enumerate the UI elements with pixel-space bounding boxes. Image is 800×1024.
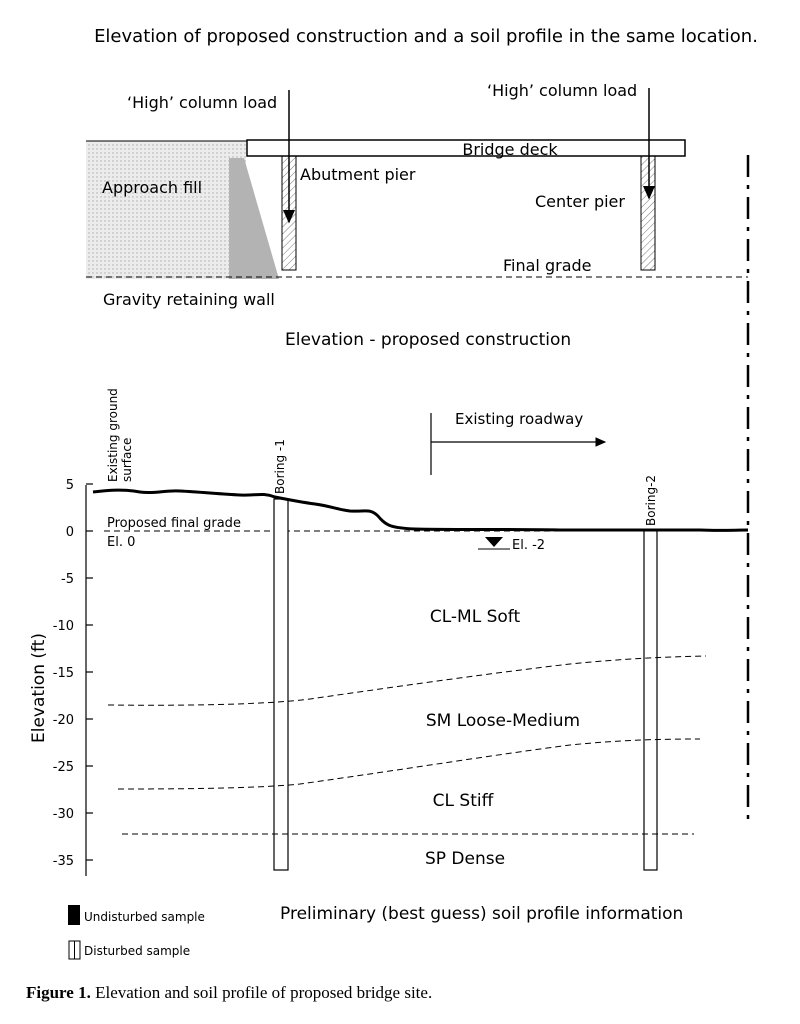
water-table-label: El. -2 xyxy=(512,538,545,553)
layer-label-cl: CL Stiff xyxy=(433,791,495,811)
el0-label: El. 0 xyxy=(107,535,135,550)
caption-text: Elevation and soil profile of proposed b… xyxy=(91,983,432,1002)
load-label-right: ‘High’ column load xyxy=(487,81,637,100)
layer-label-sm: SM Loose-Medium xyxy=(426,711,580,731)
legend: Undisturbed sample Disturbed sample xyxy=(68,905,205,960)
caption-label: Figure 1. xyxy=(26,983,91,1002)
abutment-pier-label: Abutment pier xyxy=(300,165,416,184)
y-tick-label: 0 xyxy=(66,525,74,540)
layer-label-sp: SP Dense xyxy=(425,849,505,869)
boring-1-label: Boring -1 xyxy=(273,439,287,494)
y-tick-label: -5 xyxy=(61,572,74,587)
final-grade-label: Final grade xyxy=(503,256,592,275)
y-axis-label: Elevation (ft) xyxy=(29,633,49,743)
y-tick-label: -15 xyxy=(53,666,74,681)
layer-boundary-1 xyxy=(107,655,707,706)
legend-disturbed-label: Disturbed sample xyxy=(84,944,190,958)
y-tick-label: -30 xyxy=(53,807,74,822)
gravity-retaining-wall xyxy=(229,158,279,279)
y-tick-label: -20 xyxy=(53,713,74,728)
approach-fill-label: Approach fill xyxy=(102,178,202,197)
y-ticks: 5 0 -5 -10 -15 -20 -25 -30 -35 xyxy=(53,478,93,869)
ground-surface-label-1: Existing ground xyxy=(106,388,120,482)
y-tick-label: 5 xyxy=(66,478,74,493)
existing-ground-surface xyxy=(92,488,749,532)
center-pier xyxy=(640,155,656,271)
soil-profile: 5 0 -5 -10 -15 -20 -25 -30 -35 Elevation (ft) Pr… xyxy=(29,388,749,924)
retaining-wall-label: Gravity retaining wall xyxy=(103,290,275,309)
figure-title: Elevation of proposed construction and a… xyxy=(94,26,758,47)
bridge-deck-label: Bridge deck xyxy=(462,140,558,159)
approach-fill xyxy=(86,141,246,279)
y-tick-label: -35 xyxy=(53,854,74,869)
layer-label-cl-ml: CL-ML Soft xyxy=(430,607,521,627)
boring-2-label: Boring-2 xyxy=(644,475,658,526)
boring-2 xyxy=(643,529,658,871)
legend-undisturbed-label: Undisturbed sample xyxy=(84,910,205,924)
proposed-grade-label: Proposed final grade xyxy=(107,516,241,531)
boring-1 xyxy=(273,498,289,871)
y-tick-label: -25 xyxy=(53,760,74,775)
load-label-left: ‘High’ column load xyxy=(127,93,277,112)
soil-profile-subtitle: Preliminary (best guess) soil profile in… xyxy=(280,904,683,924)
center-pier-label: Center pier xyxy=(535,192,625,211)
ground-surface-label-2: surface xyxy=(120,438,134,482)
water-table-icon xyxy=(485,537,503,547)
bridge-deck xyxy=(246,139,686,157)
elevation-subtitle: Elevation - proposed construction xyxy=(285,330,571,350)
layer-boundary-2 xyxy=(117,738,701,790)
roadway-label: Existing roadway xyxy=(455,410,583,428)
y-tick-label: -10 xyxy=(53,619,74,634)
legend-undisturbed-swatch xyxy=(68,905,80,925)
elevation-view: Bridge deck ‘High’ column load ‘High’ co… xyxy=(86,81,748,350)
figure-caption: Figure 1. Elevation and soil profile of … xyxy=(26,983,432,1002)
